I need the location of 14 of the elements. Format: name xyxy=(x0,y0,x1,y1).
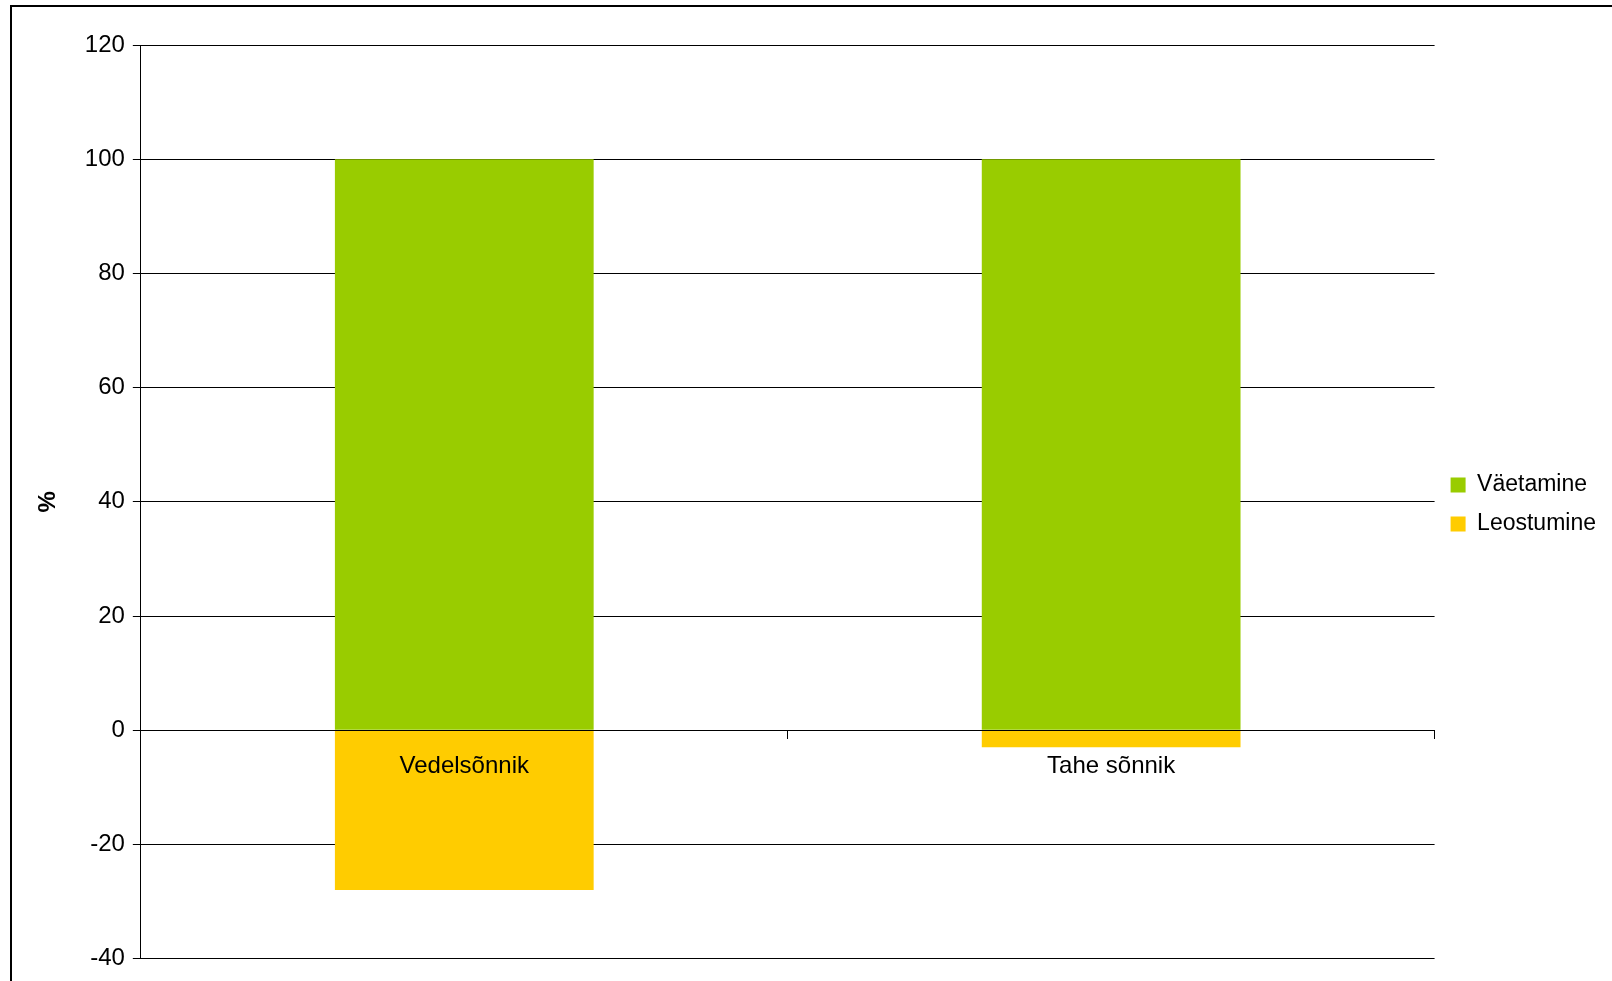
y-tick-label: 20 xyxy=(98,600,125,628)
x-tick-label: Vedelsõnnik xyxy=(399,751,530,779)
y-tick-label: 60 xyxy=(98,372,125,400)
y-axis-title: % xyxy=(33,491,61,513)
y-tick-label: -20 xyxy=(90,829,125,857)
y-tick-label: 80 xyxy=(98,258,125,286)
legend-label: Leostumine xyxy=(1477,509,1597,536)
legend-label: Väetamine xyxy=(1477,470,1588,497)
y-tick-label: 0 xyxy=(111,714,125,742)
y-tick-label: 120 xyxy=(84,29,125,57)
y-tick-label: -40 xyxy=(90,943,125,971)
y-tick-label: 40 xyxy=(98,486,125,514)
x-tick-label: Tahe sõnnik xyxy=(1047,751,1177,779)
y-tick-label: 100 xyxy=(84,143,125,171)
